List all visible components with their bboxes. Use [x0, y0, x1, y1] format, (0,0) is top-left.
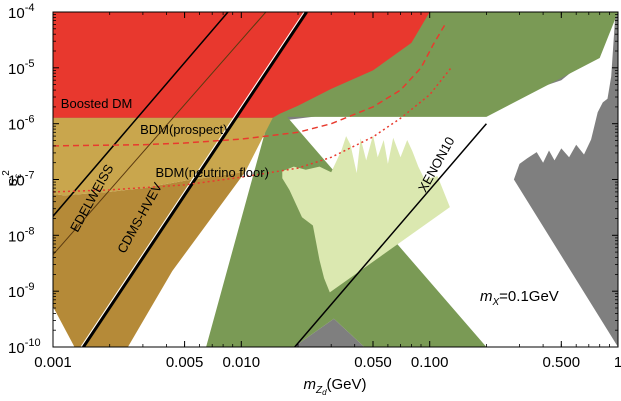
x-tick-labels: 0.001 0.005 0.010 0.050 0.100 0.500 1 — [34, 354, 621, 371]
x-tick-label: 0.050 — [354, 354, 392, 371]
x-tick-label: 0.005 — [166, 354, 204, 371]
x-tick-label: 0.010 — [223, 354, 261, 371]
region-edelweiss — [53, 117, 273, 196]
boundary-highlight-cdms-hvev — [80, 12, 305, 347]
region-label-boosted-dm: Boosted DM — [61, 96, 133, 111]
x-tick-label: 0.500 — [543, 354, 581, 371]
x-tick-label: 1 — [614, 354, 621, 371]
axis-ticks — [52, 11, 619, 348]
regions — [53, 12, 618, 347]
curves — [53, 12, 487, 347]
y-axis-label: sε2 — [1, 170, 24, 186]
boundary-line-xenon10 — [294, 123, 487, 347]
region-xenon10 — [513, 12, 618, 347]
boundary-line-edelweiss — [53, 12, 267, 256]
y-tick-label: 10-6 — [8, 114, 34, 134]
y-tick-label: 10-5 — [8, 58, 34, 78]
y-tick-label: 10-4 — [8, 2, 34, 22]
y-tick-label: 10-9 — [8, 281, 34, 301]
y-tick-label: 10-10 — [8, 337, 41, 357]
region-label-bdm-prospect: BDM(prospect) — [140, 122, 227, 137]
region-label-bdm-neutrino-floor: BDM(neutrino floor) — [156, 165, 269, 180]
x-tick-label: 0.100 — [411, 354, 449, 371]
y-tick-label: 10-7 — [8, 170, 34, 190]
boundary-line-cdms-hvev — [82, 12, 308, 347]
region-boosted-dm — [53, 12, 430, 118]
x-axis-label: mZd(GeV) — [303, 376, 366, 397]
mass-annotation: mX=0.1GeV — [480, 288, 559, 308]
boundary-line-edelweiss — [53, 12, 229, 217]
y-tick-labels: 10-10 10-9 10-8 10-7 10-6 10-5 10-4 — [8, 2, 41, 357]
region-xenon10 — [282, 135, 450, 293]
x-tick-label: 0.001 — [34, 354, 72, 371]
region-edelweiss — [53, 171, 246, 347]
y-tick-label: 10-8 — [8, 225, 34, 245]
region-xenon10 — [293, 318, 365, 347]
